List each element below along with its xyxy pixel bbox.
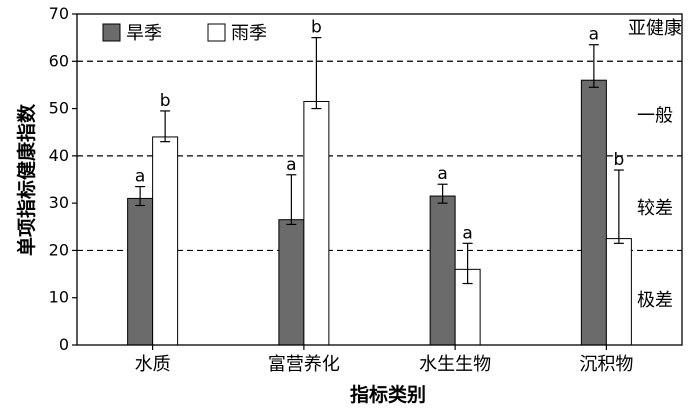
x-tick-label: 富营养化 [268, 354, 340, 375]
y-tick-label: 70 [49, 4, 69, 23]
band-label: 亚健康 [628, 18, 682, 39]
x-axis-title: 指标类别 [350, 383, 426, 406]
significance-label: b [311, 18, 322, 38]
significance-label: b [613, 150, 624, 170]
bar [152, 136, 179, 346]
x-tick-label: 沉积物 [579, 354, 633, 375]
y-tick-label: 50 [49, 99, 69, 118]
significance-label: a [437, 164, 447, 184]
bar [580, 79, 607, 346]
legend-label: 雨季 [231, 23, 267, 44]
y-tick-label: 30 [49, 193, 69, 212]
significance-label: a [589, 25, 599, 45]
y-tick-label: 60 [49, 51, 69, 70]
x-tick-label: 水生生物 [419, 354, 491, 375]
bar [278, 219, 305, 346]
bar [429, 195, 456, 346]
bar [127, 197, 154, 346]
bar [605, 238, 632, 346]
plot-frame [76, 13, 683, 346]
legend-label: 旱季 [126, 23, 162, 44]
legend-swatch [102, 23, 121, 42]
band-label: 较差 [637, 198, 673, 219]
y-tick-label: 40 [49, 146, 69, 165]
bar [303, 100, 330, 346]
significance-label: a [286, 155, 296, 175]
legend-swatch [207, 23, 226, 42]
x-tick-label: 水质 [135, 354, 171, 375]
significance-label: a [462, 223, 472, 243]
band-label: 极差 [637, 290, 673, 311]
y-tick-label: 0 [59, 335, 69, 354]
significance-label: b [160, 91, 171, 111]
y-tick-label: 20 [49, 240, 69, 259]
significance-label: a [135, 167, 145, 187]
y-axis-title: 单项指标健康指数 [15, 103, 38, 256]
band-label: 一般 [637, 106, 673, 127]
y-tick-label: 10 [49, 288, 69, 307]
plot-area: a b 水质 a b 富营养化 a a 水生生物 a b 沉积物 0 10 20 30 40 50 60 70 亚健康一… [49, 4, 683, 375]
